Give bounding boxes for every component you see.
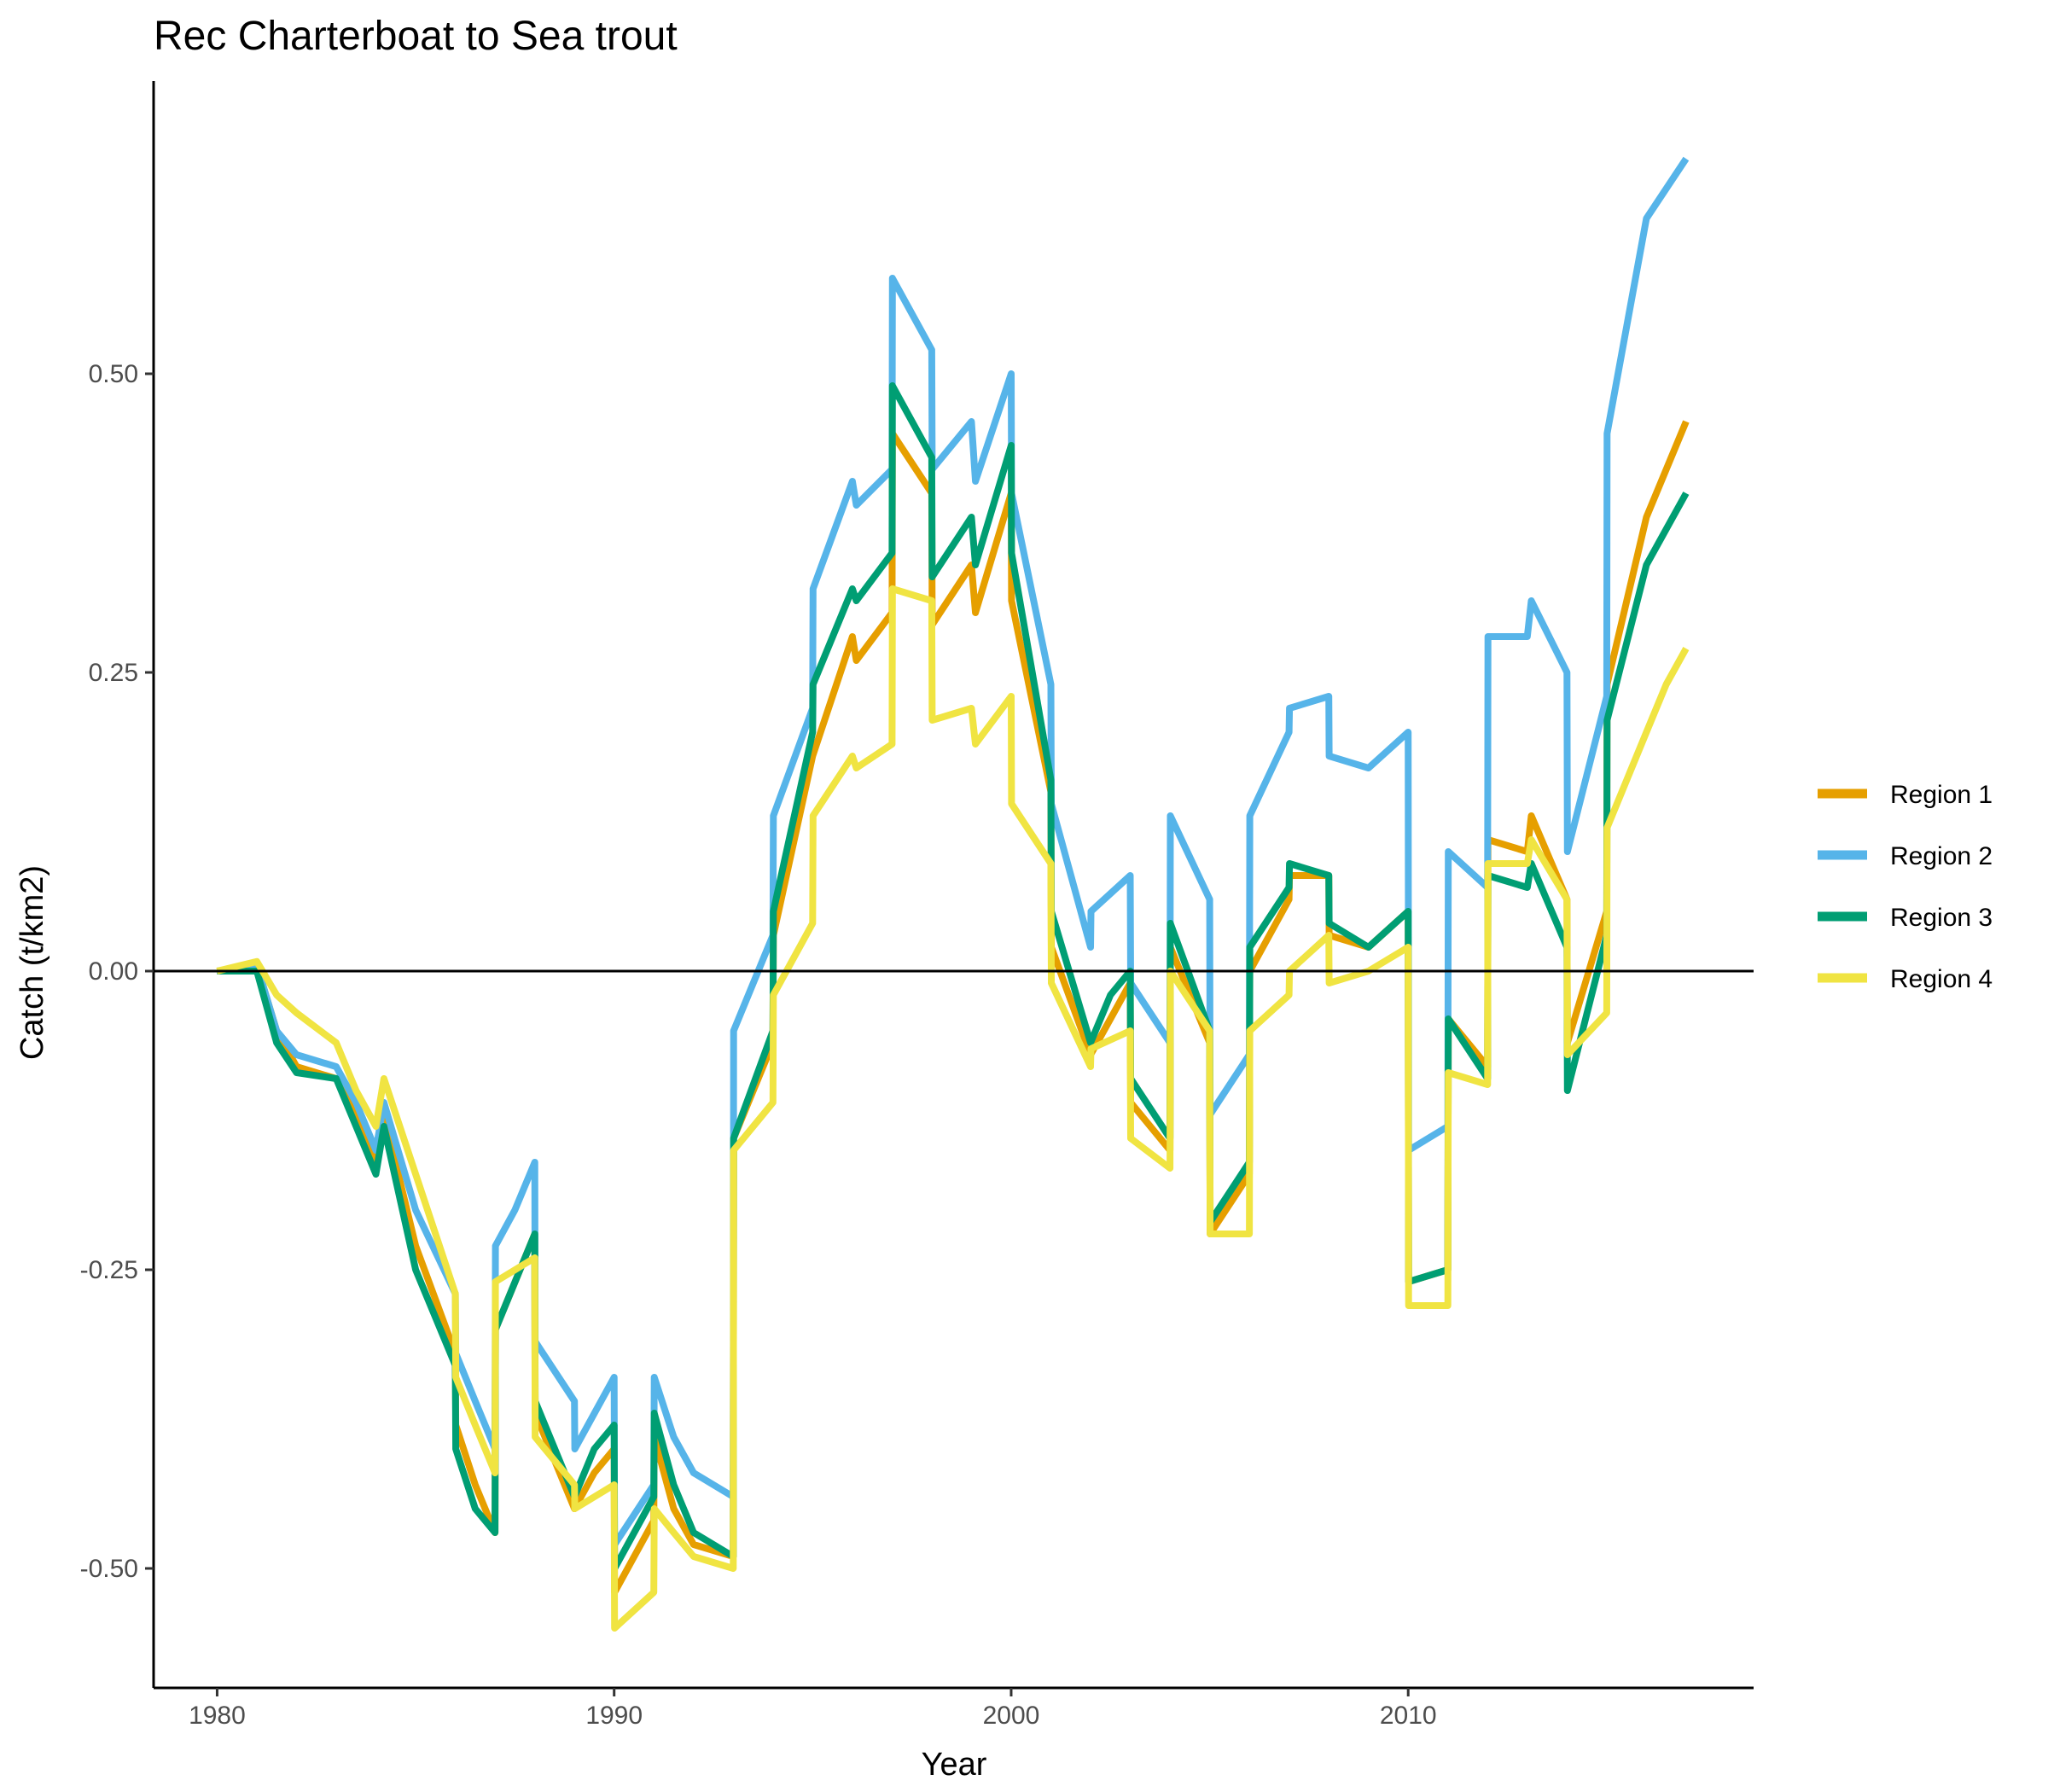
series-line-region-4 xyxy=(216,585,1690,1632)
legend-label-region-1: Region 1 xyxy=(1890,781,1993,809)
series-line-region-3 xyxy=(217,382,1690,1572)
x-tick-label: 1980 xyxy=(189,1702,246,1730)
legend-label-region-4: Region 4 xyxy=(1890,965,1993,993)
y-tick-label: -0.25 xyxy=(80,1256,138,1284)
legend-label-region-2: Region 2 xyxy=(1890,842,1993,870)
x-axis-title: Year xyxy=(922,1747,987,1783)
chart-title: Rec Charterboat to Sea trout xyxy=(154,14,678,59)
y-axis-title: Catch (t/km2) xyxy=(15,865,50,1060)
x-tick-label: 2010 xyxy=(1380,1702,1437,1730)
series-layer xyxy=(216,156,1690,1632)
x-ticks: 1980 1990 2000 2010 xyxy=(189,1688,1437,1730)
y-tick-label: -0.50 xyxy=(80,1555,138,1583)
y-tick-label: 0.00 xyxy=(89,957,138,986)
x-tick-label: 2000 xyxy=(983,1702,1040,1730)
y-ticks: -0.50 -0.25 0.00 0.25 0.50 xyxy=(80,360,154,1583)
legend-label-region-3: Region 3 xyxy=(1890,904,1993,932)
y-tick-label: 0.25 xyxy=(89,659,138,687)
y-tick-label: 0.50 xyxy=(89,360,138,388)
legend: Region 1 Region 2 Region 3 Region 4 xyxy=(1818,781,1993,993)
series-line-region-2 xyxy=(216,156,1690,1548)
series-line-region-1 xyxy=(216,420,1690,1596)
x-tick-label: 1990 xyxy=(585,1702,643,1730)
